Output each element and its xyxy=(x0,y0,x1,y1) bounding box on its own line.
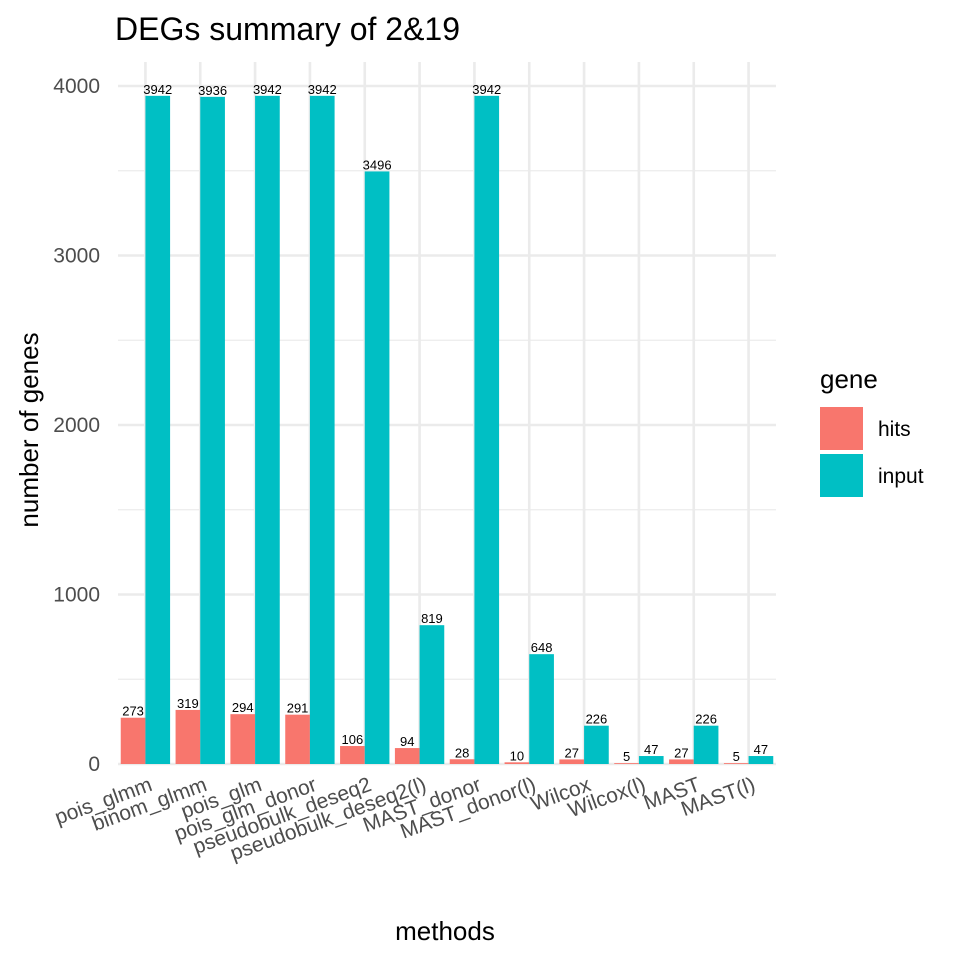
bar-input-binom_glmm xyxy=(200,96,225,764)
legend-swatch-hits xyxy=(820,407,863,450)
data-label-hits: 27 xyxy=(565,745,579,760)
bar-hits-MAST_donor xyxy=(449,759,475,764)
chart-title: DEGs summary of 2&19 xyxy=(115,11,460,47)
data-label-hits: 319 xyxy=(177,696,199,711)
bar-hits-Wilcox xyxy=(559,759,585,764)
data-label-input: 47 xyxy=(644,742,658,757)
data-label-input: 3936 xyxy=(198,83,227,98)
bar-hits-pseudobulk_deseq2 xyxy=(340,746,365,764)
bar-input-MAST xyxy=(693,725,719,764)
bar-hits-pseudobulk_deseq2(l) xyxy=(394,748,420,764)
bar-hits-Wilcox(l) xyxy=(614,763,639,764)
bar-input-pois_glm xyxy=(255,95,280,765)
bar-input-pseudobulk_deseq2(l) xyxy=(419,625,445,764)
y-axis-ticks: 0 1000 2000 3000 4000 xyxy=(53,75,100,776)
data-label-hits: 273 xyxy=(122,704,144,719)
bar-input-pois_glmm xyxy=(145,95,171,765)
bar-hits-binom_glmm xyxy=(175,709,201,764)
bar-hits-pois_glmm xyxy=(120,717,146,764)
y-tick-label: 2000 xyxy=(53,414,100,437)
legend-title: gene xyxy=(820,364,878,394)
bar-labels: 273 319 294 291 106 94 28 10 27 5 27 5 3942 3936 3942 3… xyxy=(122,82,768,764)
data-label-hits: 94 xyxy=(400,734,414,749)
bar-hits-pois_glm xyxy=(230,714,256,764)
data-label-input: 819 xyxy=(421,611,443,626)
bar-hits-MAST xyxy=(669,759,694,764)
data-label-input: 47 xyxy=(754,742,768,757)
bar-input-MAST(l) xyxy=(748,756,774,764)
data-label-input: 3942 xyxy=(472,82,501,97)
legend: gene hits input xyxy=(820,364,924,497)
data-label-input: 226 xyxy=(695,712,717,727)
data-label-hits: 10 xyxy=(510,748,524,763)
y-tick-label: 3000 xyxy=(53,245,100,268)
y-tick-label: 4000 xyxy=(53,75,100,98)
bar-input-MAST_donor xyxy=(474,95,500,765)
data-label-hits: 27 xyxy=(674,745,688,760)
bar-input-MAST_donor(l) xyxy=(529,654,554,764)
bar-input-Wilcox xyxy=(584,725,609,764)
legend-label-input: input xyxy=(878,465,924,488)
bar-hits-MAST(l) xyxy=(723,763,749,764)
data-label-hits: 5 xyxy=(733,749,740,764)
y-tick-label: 1000 xyxy=(53,584,100,607)
data-label-hits: 106 xyxy=(342,732,364,747)
bar-hits-pois_glm_donor xyxy=(285,714,310,764)
data-label-input: 3942 xyxy=(143,82,172,97)
data-label-hits: 28 xyxy=(455,745,469,760)
legend-label-hits: hits xyxy=(878,418,911,441)
data-label-hits: 291 xyxy=(287,701,309,716)
data-label-input: 3942 xyxy=(308,82,337,97)
data-label-input: 648 xyxy=(531,640,553,655)
bar-input-pois_glm_donor xyxy=(309,95,335,765)
bar-input-Wilcox(l) xyxy=(638,756,664,764)
legend-swatch-input xyxy=(820,454,863,497)
data-label-input: 226 xyxy=(586,712,608,727)
bar-hits-MAST_donor(l) xyxy=(504,762,530,764)
y-axis-title: number of genes xyxy=(14,332,44,527)
x-axis-ticks: pois_glmmbinom_glmmpois_glmpois_glm_dono… xyxy=(52,773,758,865)
data-label-hits: 5 xyxy=(623,749,630,764)
x-axis-title: methods xyxy=(395,916,495,946)
bars xyxy=(120,95,774,765)
y-tick-label: 0 xyxy=(88,753,100,776)
data-label-input: 3496 xyxy=(363,157,392,172)
data-label-input: 3942 xyxy=(253,82,282,97)
bar-input-pseudobulk_deseq2 xyxy=(364,171,390,765)
data-label-hits: 294 xyxy=(232,700,254,715)
